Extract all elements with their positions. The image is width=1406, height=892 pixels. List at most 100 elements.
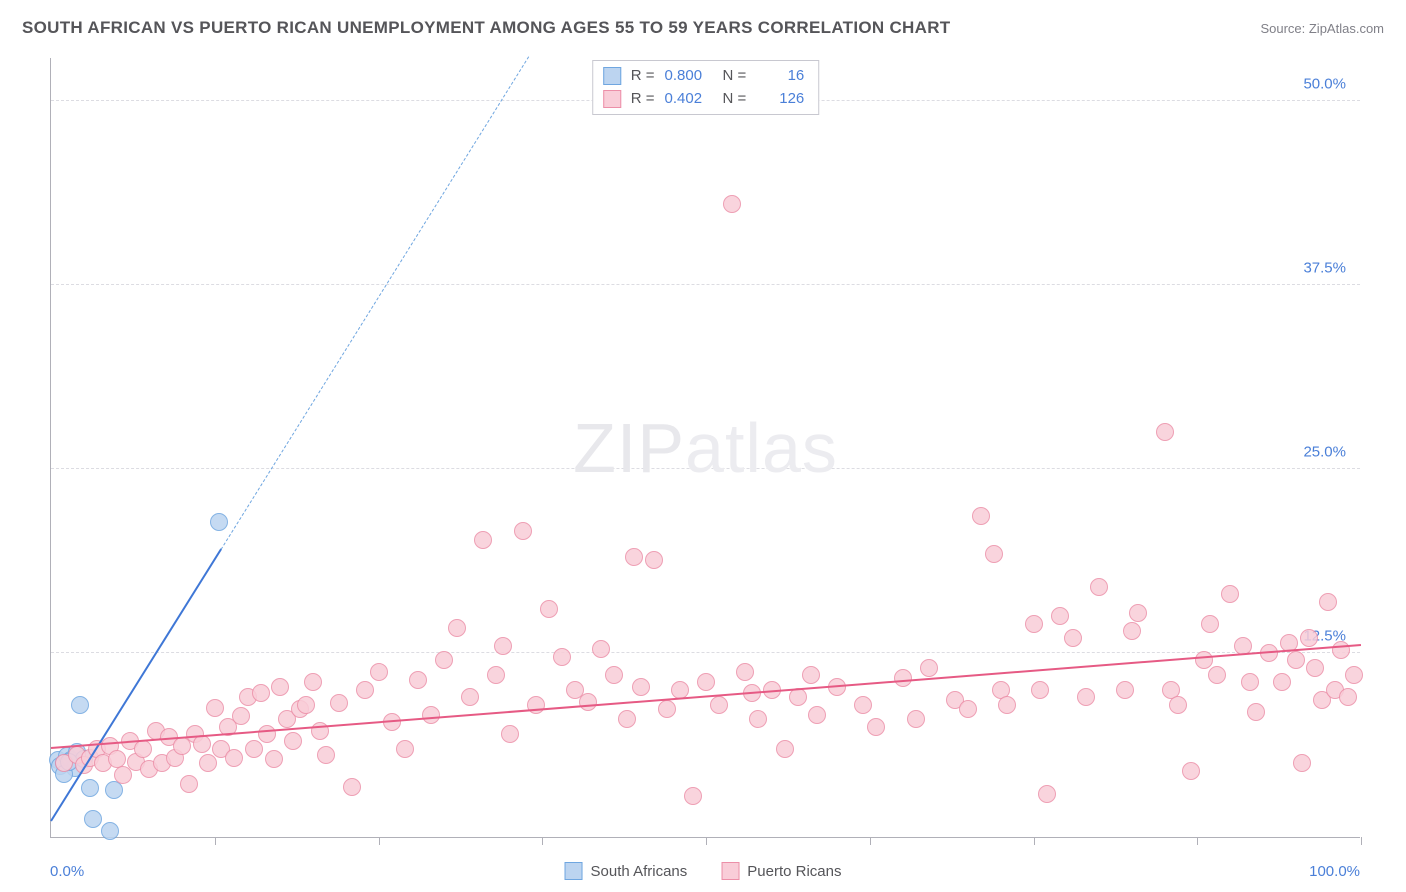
data-point-puerto_ricans (1332, 641, 1350, 659)
data-point-puerto_ricans (396, 740, 414, 758)
data-point-puerto_ricans (1077, 688, 1095, 706)
data-point-puerto_ricans (749, 710, 767, 728)
legend-stats: R =0.800N =16R =0.402N =126 (592, 60, 820, 115)
data-point-puerto_ricans (114, 766, 132, 784)
data-point-south_africans (71, 696, 89, 714)
data-point-puerto_ricans (540, 600, 558, 618)
data-point-puerto_ricans (271, 678, 289, 696)
data-point-puerto_ricans (370, 663, 388, 681)
data-point-puerto_ricans (461, 688, 479, 706)
data-point-puerto_ricans (1273, 673, 1291, 691)
stat-r-label: R = (631, 65, 655, 88)
data-point-puerto_ricans (1116, 681, 1134, 699)
data-point-puerto_ricans (487, 666, 505, 684)
data-point-puerto_ricans (317, 746, 335, 764)
data-point-puerto_ricans (592, 640, 610, 658)
data-point-puerto_ricans (501, 725, 519, 743)
data-point-puerto_ricans (225, 749, 243, 767)
trend-line-extension (221, 56, 530, 550)
data-point-puerto_ricans (1090, 578, 1108, 596)
data-point-south_africans (81, 779, 99, 797)
data-point-puerto_ricans (494, 637, 512, 655)
data-point-puerto_ricans (920, 659, 938, 677)
stat-n-label: N = (723, 88, 747, 111)
data-point-puerto_ricans (1201, 615, 1219, 633)
data-point-puerto_ricans (684, 787, 702, 805)
y-tick-label: 25.0% (1303, 444, 1346, 461)
plot-area: ZIPatlas R =0.800N =16R =0.402N =126 12.… (50, 58, 1360, 838)
data-point-puerto_ricans (1182, 762, 1200, 780)
stat-n-label: N = (723, 65, 747, 88)
data-point-puerto_ricans (232, 707, 250, 725)
legend-stat-row: R =0.800N =16 (603, 65, 805, 88)
title-bar: SOUTH AFRICAN VS PUERTO RICAN UNEMPLOYME… (22, 18, 1384, 38)
data-point-puerto_ricans (199, 754, 217, 772)
x-tick (706, 837, 707, 845)
data-point-puerto_ricans (1051, 607, 1069, 625)
legend-swatch (565, 862, 583, 880)
data-point-puerto_ricans (553, 648, 571, 666)
legend-series: South AfricansPuerto Ricans (565, 862, 842, 880)
data-point-puerto_ricans (409, 671, 427, 689)
data-point-puerto_ricans (618, 710, 636, 728)
data-point-puerto_ricans (206, 699, 224, 717)
stat-r-label: R = (631, 88, 655, 111)
data-point-puerto_ricans (907, 710, 925, 728)
data-point-puerto_ricans (972, 507, 990, 525)
legend-item: South Africans (565, 862, 688, 880)
data-point-puerto_ricans (808, 706, 826, 724)
data-point-puerto_ricans (245, 740, 263, 758)
data-point-puerto_ricans (474, 531, 492, 549)
data-point-south_africans (210, 513, 228, 531)
data-point-puerto_ricans (723, 195, 741, 213)
x-tick (1361, 837, 1362, 845)
stat-r-value: 0.800 (665, 65, 713, 88)
data-point-puerto_ricans (435, 651, 453, 669)
data-point-puerto_ricans (1129, 604, 1147, 622)
data-point-puerto_ricans (697, 673, 715, 691)
x-tick (1034, 837, 1035, 845)
y-tick-label: 50.0% (1303, 76, 1346, 93)
data-point-puerto_ricans (894, 669, 912, 687)
data-point-puerto_ricans (632, 678, 650, 696)
data-point-puerto_ricans (193, 735, 211, 753)
data-point-puerto_ricans (736, 663, 754, 681)
gridline (51, 468, 1360, 469)
data-point-puerto_ricans (1025, 615, 1043, 633)
data-point-puerto_ricans (1038, 785, 1056, 803)
x-tick (1197, 837, 1198, 845)
data-point-puerto_ricans (1221, 585, 1239, 603)
data-point-puerto_ricans (645, 551, 663, 569)
watermark-bold: ZIP (573, 409, 685, 487)
data-point-puerto_ricans (959, 700, 977, 718)
data-point-puerto_ricans (658, 700, 676, 718)
data-point-puerto_ricans (343, 778, 361, 796)
data-point-puerto_ricans (330, 694, 348, 712)
y-tick-label: 37.5% (1303, 260, 1346, 277)
stat-r-value: 0.402 (665, 88, 713, 111)
data-point-puerto_ricans (1064, 629, 1082, 647)
legend-swatch (603, 67, 621, 85)
data-point-puerto_ricans (1156, 423, 1174, 441)
data-point-puerto_ricans (265, 750, 283, 768)
data-point-puerto_ricans (579, 693, 597, 711)
x-axis-min: 0.0% (50, 863, 84, 880)
legend-swatch (721, 862, 739, 880)
x-axis-max: 100.0% (1309, 863, 1360, 880)
data-point-puerto_ricans (448, 619, 466, 637)
data-point-puerto_ricans (1123, 622, 1141, 640)
data-point-puerto_ricans (134, 740, 152, 758)
data-point-puerto_ricans (776, 740, 794, 758)
data-point-puerto_ricans (1247, 703, 1265, 721)
data-point-south_africans (84, 810, 102, 828)
data-point-puerto_ricans (605, 666, 623, 684)
watermark: ZIPatlas (573, 408, 838, 488)
x-tick (870, 837, 871, 845)
x-tick (379, 837, 380, 845)
legend-label: South Africans (591, 863, 688, 880)
data-point-puerto_ricans (356, 681, 374, 699)
data-point-puerto_ricans (1306, 659, 1324, 677)
data-point-puerto_ricans (998, 696, 1016, 714)
stat-n-value: 126 (756, 88, 804, 111)
data-point-puerto_ricans (422, 706, 440, 724)
